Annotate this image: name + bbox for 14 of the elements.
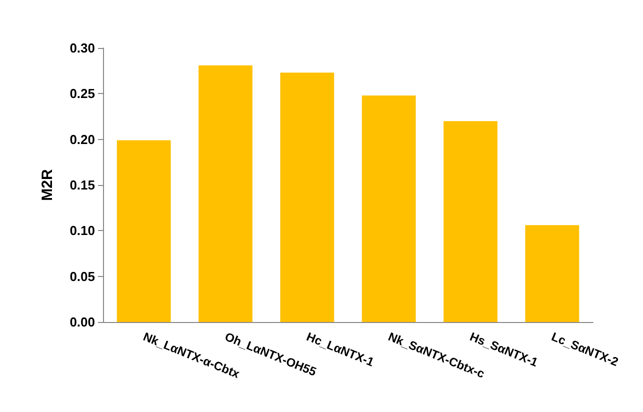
bar xyxy=(198,65,252,322)
y-tick-label: 0.05 xyxy=(70,268,95,284)
y-tick-label: 0.20 xyxy=(70,132,95,147)
y-axis-title: M2R xyxy=(39,169,56,201)
y-tick-label: 0.10 xyxy=(70,223,95,238)
y-tick-label: 0.15 xyxy=(70,178,95,192)
bar xyxy=(280,72,334,322)
y-tick-label: 0.00 xyxy=(70,314,95,330)
y-tick-label: 0.25 xyxy=(70,86,95,102)
bar xyxy=(362,95,416,322)
bar xyxy=(525,225,580,322)
bar xyxy=(116,140,171,322)
bar xyxy=(444,121,498,322)
y-tick-label: 0.30 xyxy=(70,40,95,56)
